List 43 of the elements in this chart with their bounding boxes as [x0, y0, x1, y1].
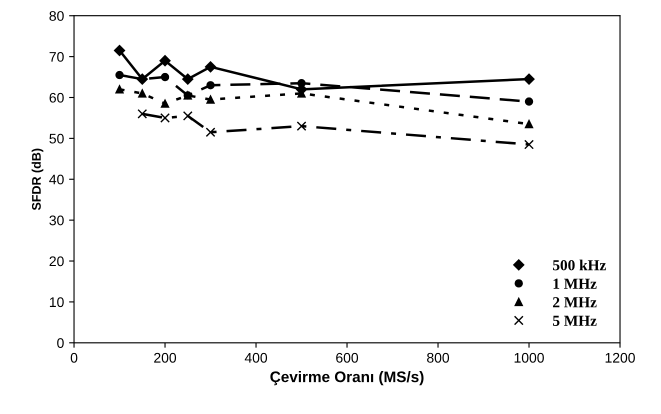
- y-tick-label: 20: [50, 256, 64, 266]
- point: [523, 73, 535, 85]
- y-tick-label: 0: [57, 338, 64, 348]
- y-tick-label: 80: [49, 11, 64, 21]
- legend-label: 500 kHz: [552, 260, 606, 270]
- point: [297, 79, 306, 88]
- y-tick-label: 50: [49, 134, 64, 144]
- x-tick-label: 1200: [606, 352, 635, 363]
- point: [296, 121, 306, 131]
- point: [524, 120, 534, 128]
- y-tick-label: 70: [50, 52, 64, 62]
- legend-label: 5 MHz: [552, 316, 597, 326]
- y-tick-label: 30: [49, 215, 64, 226]
- point: [524, 97, 534, 106]
- point: [182, 111, 193, 121]
- x-tick-label: 800: [427, 352, 450, 363]
- point: [114, 44, 126, 56]
- point: [115, 70, 124, 80]
- x-axis-title: Çevirme Oranı (MS/s): [270, 371, 424, 386]
- legend-label: 1 MHz: [554, 278, 597, 289]
- point: [182, 73, 194, 85]
- point: [137, 108, 148, 119]
- x-tick-label: 600: [336, 352, 358, 363]
- point: [138, 89, 146, 98]
- legend-label: 2 MHz: [553, 297, 597, 308]
- y-tick-label: 10: [50, 297, 64, 308]
- point: [160, 99, 170, 108]
- point: [115, 85, 124, 94]
- y-axis-title: SFDR (dB): [32, 148, 44, 210]
- point: [159, 55, 171, 66]
- point: [524, 140, 534, 150]
- x-tick-label: 0: [70, 352, 78, 363]
- point: [206, 127, 216, 138]
- y-tick-label: 40: [49, 174, 64, 184]
- x-tick-label: 400: [244, 352, 268, 363]
- point: [160, 72, 170, 82]
- y-tick-label: 60: [50, 92, 64, 103]
- point: [204, 61, 216, 72]
- x-tick-label: 1000: [514, 352, 544, 363]
- point: [206, 95, 215, 104]
- point: [160, 113, 170, 123]
- point: [206, 81, 215, 90]
- x-tick-label: 200: [154, 352, 176, 363]
